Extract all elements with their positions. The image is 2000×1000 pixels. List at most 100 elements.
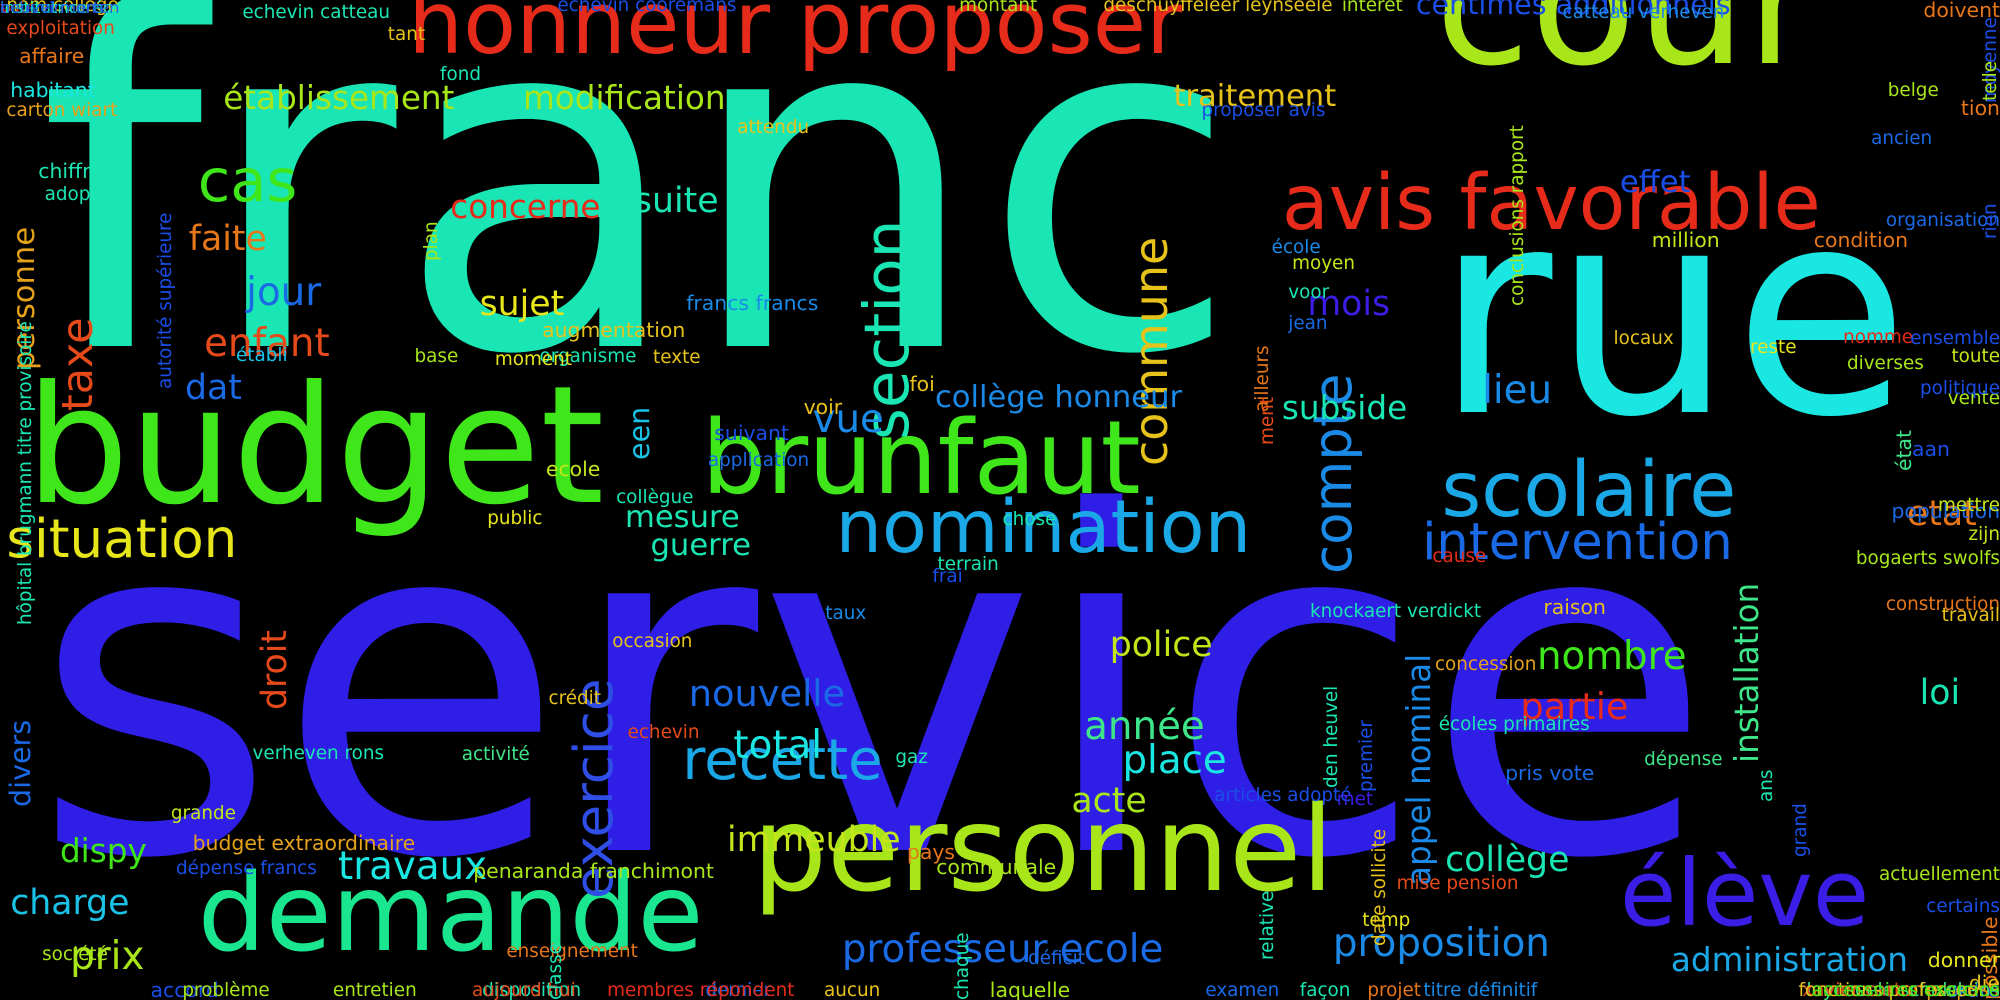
cloud-word: nombre [1536, 633, 1687, 679]
cloud-word: accord [150, 977, 219, 1000]
cloud-word: travail [1941, 605, 2000, 627]
cloud-word: communale [936, 855, 1057, 880]
cloud-word: scolaire [1441, 445, 1737, 535]
cloud-word: terrain [937, 554, 999, 576]
cloud-word: disposition [482, 979, 582, 1000]
cloud-word: nomme [1843, 327, 1914, 349]
cloud-word: verheven rons [252, 742, 385, 764]
cloud-word: faite [188, 218, 267, 259]
cloud-word: articles adopté [1214, 784, 1352, 806]
cloud-word: aan [1911, 436, 1950, 461]
cloud-word: collègue [616, 486, 694, 508]
cloud-word: reste [1750, 337, 1797, 359]
cloud-word: ordre [1946, 977, 2000, 1000]
cloud-word: gaz [895, 746, 928, 768]
cloud-word: institutrice école [0, 0, 137, 17]
cloud-word: aujourd hui [471, 979, 576, 1000]
cloud-word: classe [545, 943, 567, 1000]
cloud-word: rue [1434, 148, 1910, 481]
cloud-word: voie [0, 0, 35, 17]
cloud-word: condition [1813, 227, 1909, 252]
cloud-word: concession [1434, 653, 1537, 675]
cloud-word: etat [1906, 494, 1977, 535]
cloud-word: dat [184, 368, 242, 409]
cloud-word: fonctions professeur [1798, 979, 1986, 1000]
cloud-word: deschuyffeleer leynseele [1103, 0, 1333, 17]
cloud-word: moment [494, 348, 573, 370]
cloud-word: divers [3, 720, 38, 808]
cloud-word: diverses [1846, 352, 1924, 374]
cloud-word: total [733, 723, 823, 769]
cloud-word: cause [1432, 546, 1487, 568]
cloud-word: grand [1790, 803, 1812, 858]
cloud-word: telle [1979, 60, 2000, 101]
cloud-word: mesure [625, 499, 740, 535]
cloud-word: tion [1960, 96, 2000, 121]
cloud-word: plan [421, 221, 443, 262]
cloud-word: examen [1205, 979, 1280, 1000]
cloud-word: crédit [548, 688, 601, 710]
cloud-word: date sollicite [1369, 829, 1391, 947]
cloud-word: organisation [1885, 209, 2000, 231]
cloud-word: taxe [53, 317, 104, 411]
cloud-word: budget [25, 349, 605, 541]
cloud-word: francs francs [686, 291, 819, 316]
cloud-word: lieu [1482, 368, 1553, 414]
cloud-word: knockaert verdickt [1309, 601, 1482, 623]
cloud-word: construction [1885, 593, 2000, 615]
cloud-word: jean [1288, 313, 1328, 335]
cloud-word: laquelle [989, 977, 1071, 1000]
cloud-word: membres répondent [607, 979, 795, 1000]
cloud-word: dépense [1644, 749, 1723, 771]
cloud-word: vue [812, 396, 884, 442]
cloud-word: belge [1887, 79, 1939, 101]
cloud-word: année [1084, 703, 1205, 749]
cloud-word: pris vote [1505, 760, 1595, 785]
cloud-word: temp [1362, 909, 1411, 931]
cloud-word: acte [1071, 781, 1147, 822]
cloud-word: écoles primaires [1438, 713, 1590, 735]
cloud-word: foi [909, 371, 935, 396]
cloud-word: sujet [479, 283, 565, 324]
cloud-word: frai [932, 565, 963, 587]
cloud-word: accessoires exercice [1811, 979, 2000, 1000]
cloud-word: établissement [223, 78, 455, 117]
cloud-word: façon [1299, 979, 1351, 1000]
cloud-word: centimes additionnels [1415, 0, 1731, 21]
cloud-word: cour [1434, 0, 1818, 105]
cloud-word: echevin cooremans [557, 0, 737, 17]
cloud-word: établi [235, 344, 288, 366]
cloud-word: occasion [612, 630, 693, 652]
cloud-word: chose [1002, 509, 1057, 531]
cloud-word: rien [1979, 202, 2000, 239]
cloud-word: nom collège [6, 0, 119, 17]
cloud-word: concerne [450, 188, 601, 227]
cloud-word: suite [633, 180, 719, 221]
cloud-word: prix [70, 933, 145, 979]
cloud-word: charge [10, 883, 130, 924]
cloud-word: affaire [19, 43, 85, 68]
cloud-word: proposition [1332, 920, 1550, 966]
cloud-word: een [622, 407, 656, 461]
cloud-word: avis favorable [1281, 158, 1821, 248]
cloud-word: dispy [59, 832, 147, 871]
cloud-word: die [1968, 971, 2000, 996]
cloud-word: élève [1619, 840, 1870, 948]
cloud-word: carton wiart [6, 100, 118, 122]
cloud-word: droit [254, 630, 295, 711]
cloud-word: place [1122, 738, 1227, 784]
cloud-word: administration [1670, 940, 1908, 979]
cloud-word: mettre [1937, 495, 2000, 517]
cloud-word: attendu [737, 116, 810, 138]
cloud-word: toute [1951, 346, 2000, 368]
cloud-word: professeur ecole [841, 927, 1164, 973]
cloud-word: raison [1543, 594, 1606, 619]
cloud-word: collège honneur [934, 379, 1183, 415]
cloud-word: adoption [44, 184, 126, 206]
cloud-word: certains [1926, 895, 2000, 917]
cloud-word: den heuvel [1320, 686, 1342, 789]
cloud-word: brunfaut [701, 399, 1141, 519]
cloud-word: société [42, 944, 108, 966]
cloud-word: grande [170, 802, 236, 824]
